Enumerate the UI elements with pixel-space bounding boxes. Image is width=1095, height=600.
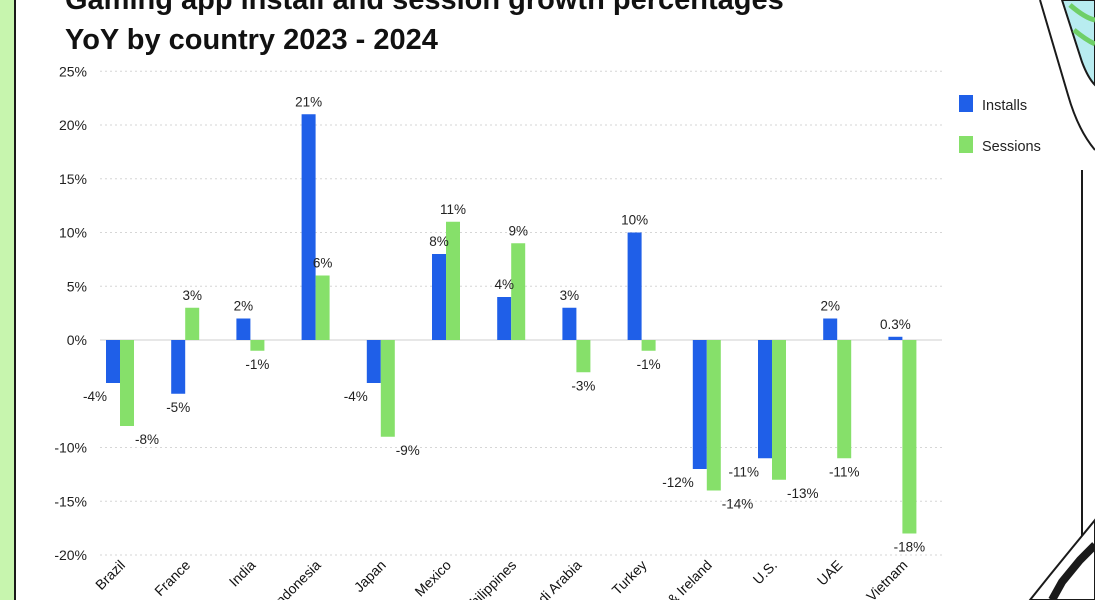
x-tick-label: Brazil [92,557,128,593]
x-tick-label: Saudi Arabia [517,557,585,600]
y-tick-label: 25% [59,63,87,79]
data-label: 0.3% [880,317,911,332]
y-tick-label: 5% [67,278,87,294]
y-axis: 25% 20% 15% 10% 5% 0% -10% -15% -20% [54,63,87,563]
bar-sessions [837,340,852,459]
x-tick-label: Mexico [411,557,454,600]
x-tick-label: U.S. [750,557,781,588]
data-label: 3% [560,288,580,303]
data-label: 8% [429,234,449,249]
y-tick-label: 0% [67,332,87,348]
data-label: 6% [313,256,333,271]
x-tick-label: UK & Ireland [647,557,714,600]
bar-installs [171,340,186,394]
decorative-left-strip [0,0,14,600]
data-label: -5% [166,400,190,415]
legend-swatch-sessions [959,136,973,153]
bar-sessions [315,275,330,340]
bar-installs [823,318,838,340]
data-label: 3% [182,288,202,303]
bar-installs [366,340,381,383]
data-label: -4% [83,389,107,404]
bar-sessions [185,307,200,340]
data-label: -11% [829,464,860,479]
chart-title-line-1: Gaming app install and session growth pe… [65,0,784,16]
x-tick-label: India [226,557,259,590]
bar-installs [106,340,120,383]
bar-sessions [706,340,721,491]
x-tick-label: UAE [814,557,846,589]
data-label: 9% [508,223,528,238]
bar-sessions [250,340,265,351]
bar-sessions [576,340,591,373]
data-label: -1% [637,357,661,372]
legend-label-installs: Installs [982,98,1027,114]
y-tick-label: 10% [59,225,87,241]
data-label: -13% [787,486,819,501]
bar-installs [562,307,577,340]
data-label: -1% [245,357,269,372]
bar-sessions [511,243,526,340]
bar-installs [888,336,903,340]
bar-installs [627,232,642,340]
bar-installs [692,340,707,469]
bar-installs [432,254,446,340]
y-tick-label: -15% [54,493,87,509]
data-label: -4% [344,389,368,404]
x-tick-label: Indonesia [269,557,323,600]
y-tick-label: -10% [54,440,87,456]
bar-installs [758,340,772,459]
bar-sessions [380,340,395,437]
decorative-left-border [14,0,16,600]
bar-sessions [446,221,460,340]
x-tick-label: Japan [351,557,389,595]
data-label: 4% [494,277,514,292]
data-label: 10% [621,213,648,228]
data-label: 21% [295,94,322,109]
y-tick-label: 15% [59,171,87,187]
x-tick-label: France [151,557,193,599]
data-label: 2% [820,299,840,314]
x-tick-label: Philippines [460,557,519,600]
y-tick-label: -20% [54,547,87,563]
data-label: 2% [234,299,254,314]
y-tick-label: 20% [59,117,87,133]
data-label: -8% [135,432,159,447]
data-label: -12% [662,475,694,490]
bar-sessions [772,340,786,480]
data-label: -9% [396,443,420,458]
legend-swatch-installs [959,95,973,112]
bar-sessions [902,340,917,534]
data-label: 11% [440,202,466,217]
legend-label-sessions: Sessions [982,139,1041,155]
phone-illustration [1028,0,1095,600]
data-label: -11% [728,464,759,479]
legend: Installs Sessions [959,95,1041,155]
data-labels: -4% -8% -5% 3% 2% -1% 21% 6% -4% -9% 8% 11% 4% 9% 3% -3… [83,94,925,554]
x-tick-label: Vietnam [863,557,910,600]
bar-installs [497,297,512,340]
bar-sessions [120,340,134,426]
chart-title: Gaming app install and session growth pe… [65,0,784,60]
x-tick-label: Turkey [609,557,650,598]
data-label: -18% [894,540,926,555]
bars [106,114,917,534]
chart-title-line-2: YoY by country 2023 - 2024 [65,24,438,56]
x-axis: Brazil France India Indonesia Japan Mexico Phi… [92,557,910,600]
bar-installs [301,114,316,340]
bar-sessions [641,340,656,351]
bar-installs [236,318,251,340]
data-label: -14% [722,497,754,512]
data-label: -3% [571,378,595,393]
